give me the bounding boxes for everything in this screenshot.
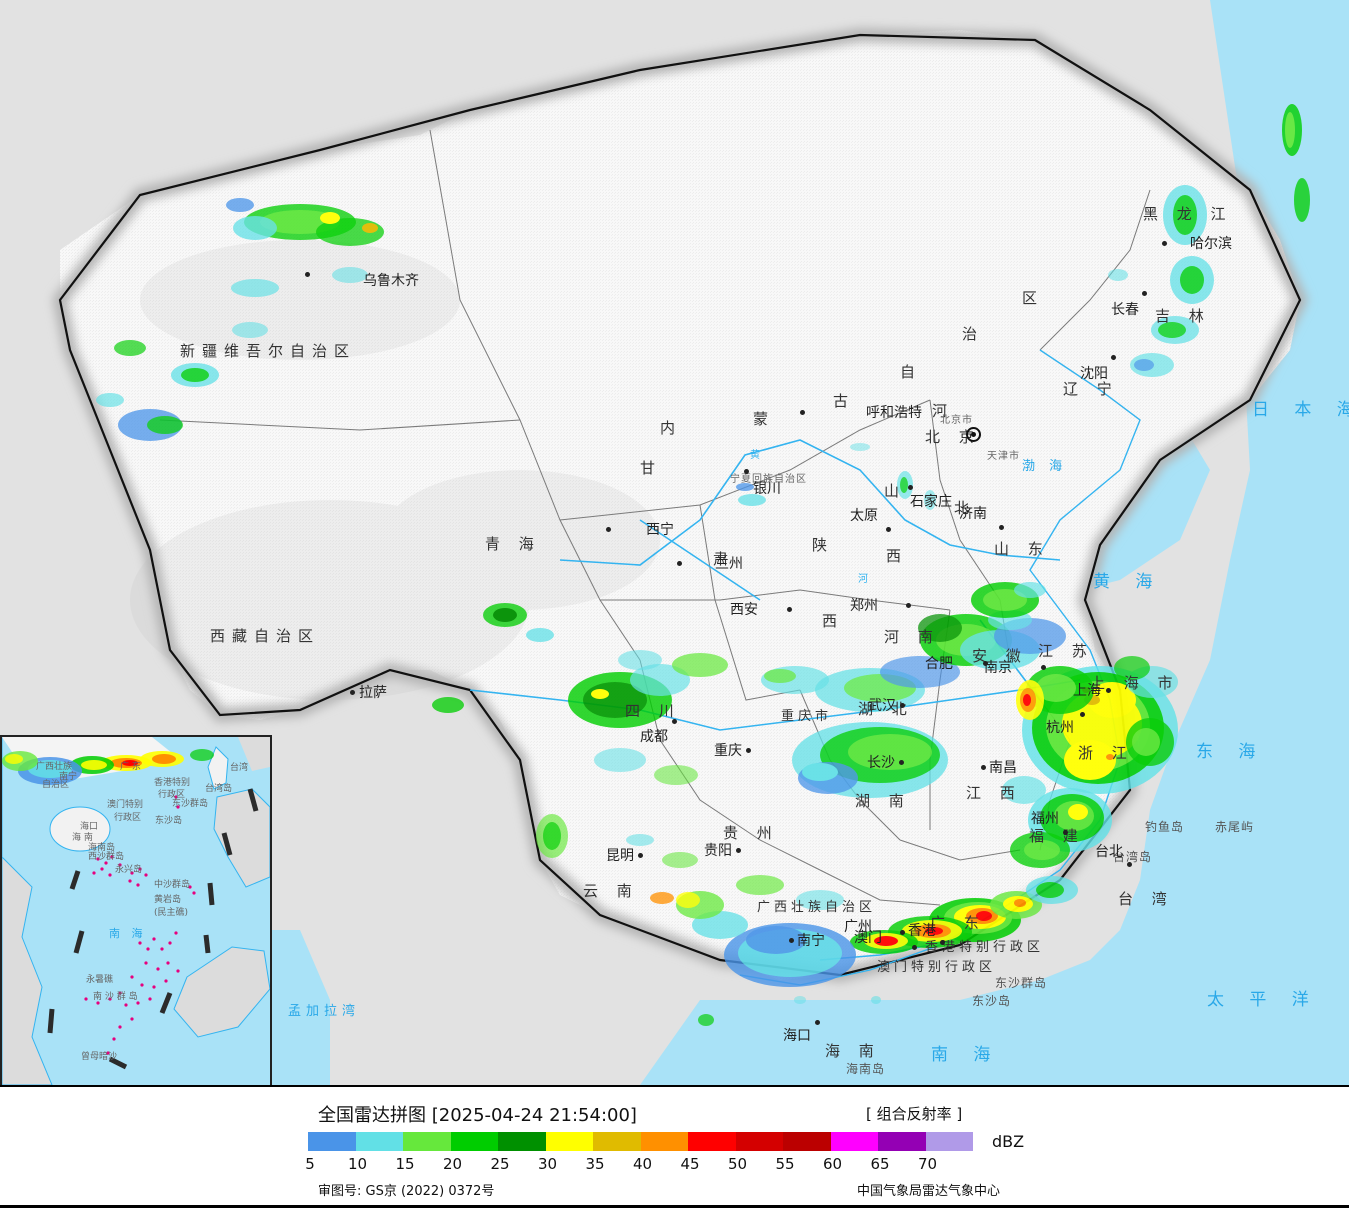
- colorbar-swatch[interactable]: [403, 1132, 451, 1151]
- radar-echo-layer: [96, 104, 1310, 1026]
- echo-guangdong-core: [850, 876, 1078, 954]
- dbz-tick-labels: 5 10 15 20 25 30 35 40 45 50 55 60 65 70: [305, 1155, 988, 1175]
- city-dot[interactable]: [908, 485, 913, 490]
- nine-dash-line: [47, 788, 259, 1070]
- echo-qinghai: [432, 603, 554, 713]
- echo-hubei: [761, 656, 960, 712]
- city-dot[interactable]: [789, 938, 794, 943]
- colorbar-tick: 60: [822, 1155, 843, 1173]
- city-dot[interactable]: [900, 703, 905, 708]
- colorbar-swatch[interactable]: [735, 1132, 783, 1151]
- colorbar-swatch[interactable]: [545, 1132, 593, 1151]
- colorbar-tick: 25: [490, 1155, 510, 1173]
- colorbar-tick: 10: [347, 1155, 368, 1173]
- colorbar-tick: 20: [442, 1155, 463, 1173]
- city-dot[interactable]: [305, 272, 310, 277]
- colorbar-swatch[interactable]: [498, 1132, 546, 1151]
- echo-anhui: [918, 610, 1066, 670]
- inset-echo-layer: [2, 749, 214, 785]
- capital-marker[interactable]: [966, 427, 981, 442]
- colorbar-swatch[interactable]: [640, 1132, 688, 1151]
- colorbar-swatch[interactable]: [688, 1132, 736, 1151]
- city-dot[interactable]: [744, 469, 749, 474]
- city-dot[interactable]: [899, 760, 904, 765]
- colorbar-swatch[interactable]: [878, 1132, 926, 1151]
- echo-xinjiang: [96, 198, 384, 441]
- city-dot[interactable]: [1127, 862, 1132, 867]
- city-dot[interactable]: [1080, 712, 1085, 717]
- colorbar-tick: 70: [917, 1155, 938, 1173]
- colorbar-swatch[interactable]: [355, 1132, 403, 1151]
- city-dot[interactable]: [677, 561, 682, 566]
- city-dot[interactable]: [999, 525, 1004, 530]
- echo-shandong: [971, 582, 1046, 618]
- city-dot[interactable]: [1111, 355, 1116, 360]
- city-dot[interactable]: [886, 527, 891, 532]
- pacific-ocean-water: [830, 0, 1349, 1085]
- city-dot[interactable]: [350, 690, 355, 695]
- colorbar-tick: 50: [727, 1155, 748, 1173]
- map-title: 全国雷达拼图 [2025-04-24 21:54:00]: [318, 1105, 637, 1126]
- city-dot[interactable]: [800, 410, 805, 415]
- colorbar-tick: 65: [870, 1155, 890, 1173]
- city-dot[interactable]: [1162, 241, 1167, 246]
- colorbar-swatch[interactable]: [450, 1132, 498, 1151]
- city-dot[interactable]: [900, 930, 905, 935]
- echo-ningxia: [736, 483, 766, 506]
- colorbar-swatch[interactable]: [783, 1132, 831, 1151]
- source-agency: 中国气象局雷达气象中心: [856, 1184, 1000, 1199]
- city-dot[interactable]: [672, 719, 677, 724]
- product-mode-label: [ 组合反射率 ]: [866, 1105, 963, 1123]
- colorbar-tick: 30: [537, 1155, 558, 1173]
- city-dot[interactable]: [940, 940, 945, 945]
- colorbar-tick: 55: [775, 1155, 795, 1173]
- colorbar-swatch[interactable]: [593, 1132, 641, 1151]
- echo-zhejiang-core: [1016, 656, 1178, 794]
- city-dot[interactable]: [983, 661, 988, 666]
- city-dot[interactable]: [606, 527, 611, 532]
- echo-hunan: [792, 722, 948, 798]
- south-china-sea-inset[interactable]: 广西壮族 自治区广 东南宁 香港特别 行政区 澳门特别 行政区 台湾 台湾岛 东沙群岛 东沙岛 海口…: [0, 735, 272, 1085]
- echo-sichuan: [568, 650, 728, 785]
- city-dot[interactable]: [1041, 665, 1046, 670]
- echo-northeast: [1108, 104, 1310, 377]
- china-map-graphic: [0, 0, 1349, 1085]
- city-dot[interactable]: [906, 603, 911, 608]
- echo-hebei: [850, 443, 936, 510]
- radar-map-canvas[interactable]: 新疆维吾尔自治区 西藏自治区青 海内蒙古自治区甘肃宁夏回族自治区陕西山西河北北 京…: [0, 0, 1349, 1085]
- terrain-shading: [130, 240, 660, 700]
- echo-sea-scatter: [698, 996, 881, 1026]
- colorbar-swatch[interactable]: [308, 1132, 356, 1151]
- colorbar-tick: 45: [680, 1155, 700, 1173]
- dbz-colorbar[interactable]: [308, 1132, 973, 1151]
- city-dot[interactable]: [912, 945, 917, 950]
- inset-map-graphic: [2, 737, 270, 1085]
- city-dot[interactable]: [746, 748, 751, 753]
- city-dot[interactable]: [981, 765, 986, 770]
- legend-footer: 全国雷达拼图 [2025-04-24 21:54:00] [ 组合反射率 ] d…: [0, 1085, 1349, 1208]
- colorbar-tick: 15: [395, 1155, 415, 1173]
- china-landmass: [60, 30, 1300, 980]
- island-markers: [84, 795, 196, 1055]
- colorbar-swatch[interactable]: [925, 1132, 973, 1151]
- city-dot[interactable]: [1106, 688, 1111, 693]
- city-dot[interactable]: [787, 607, 792, 612]
- colorbar-swatch[interactable]: [830, 1132, 878, 1151]
- echo-yunnan: [536, 814, 698, 868]
- dbz-unit-label: dBZ: [992, 1132, 1025, 1151]
- city-dot[interactable]: [1063, 830, 1068, 835]
- colorbar-tick: 40: [632, 1155, 653, 1173]
- city-dot[interactable]: [736, 848, 741, 853]
- city-dot[interactable]: [1142, 291, 1147, 296]
- city-dot[interactable]: [638, 853, 643, 858]
- echo-fujian: [1002, 776, 1112, 868]
- colorbar-tick: 5: [305, 1155, 315, 1173]
- echo-guangxi: [650, 875, 856, 987]
- approval-number: 审图号: GS京 (2022) 0372号: [318, 1184, 495, 1199]
- colorbar-tick: 35: [585, 1155, 605, 1173]
- city-dot[interactable]: [815, 1020, 820, 1025]
